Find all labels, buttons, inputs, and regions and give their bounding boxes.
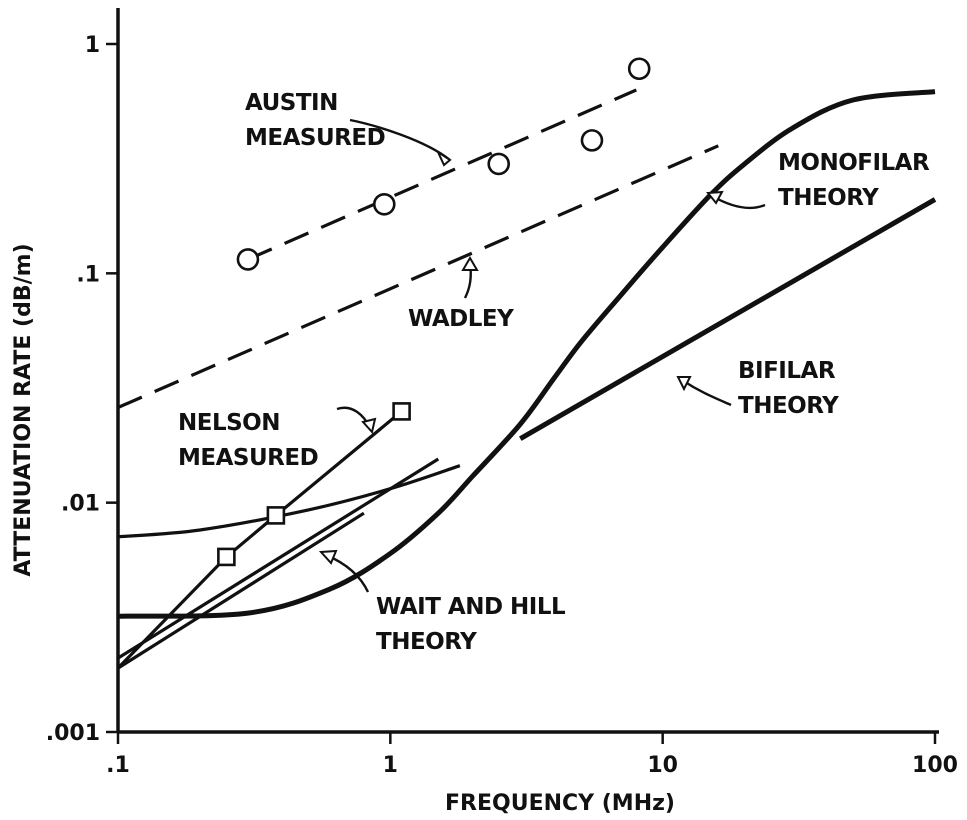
- nelson-measured-line: [116, 410, 403, 670]
- wait-and-hill-theory-arrowhead: [318, 549, 338, 565]
- austin-measured-annotation: AUSTIN: [245, 90, 338, 116]
- wadley-annotation: WADLEY: [408, 306, 514, 332]
- bifilar-theory-annotation: BIFILAR: [738, 358, 836, 384]
- austin-measured-arrowhead: [435, 149, 452, 167]
- y-tick-label: 1: [85, 33, 100, 58]
- wait-and-hill-theory-line: [117, 457, 440, 660]
- y-tick-label: .01: [61, 492, 100, 517]
- monofilar-theory-annotation: THEORY: [778, 185, 879, 211]
- austin-measured-point: [627, 57, 651, 81]
- monofilar-theory-line: [117, 89, 936, 619]
- wadley-arrowhead: [461, 256, 479, 271]
- x-tick-label: 100: [912, 753, 958, 778]
- nelson-measured-arrowhead: [361, 417, 377, 435]
- austin-measured-point: [487, 152, 511, 176]
- austin-measured-point: [580, 129, 604, 152]
- x-tick-label: 10: [647, 753, 678, 778]
- x-axis-label: FREQUENCY (MHz): [445, 791, 675, 816]
- austin-measured-point: [372, 192, 396, 216]
- wait-and-hill-theory-annotation: THEORY: [376, 629, 477, 655]
- y-axis-label: ATTENUATION RATE (dB/m): [11, 243, 36, 576]
- nelson-measured-point: [392, 402, 411, 421]
- wait-and-hill-theory-line: [117, 511, 365, 670]
- austin-measured-point: [236, 248, 260, 271]
- marker-layer: [217, 57, 651, 567]
- bifilar-theory-line: [519, 197, 937, 441]
- wait-and-hill-theory-annotation: WAIT AND HILL: [376, 594, 566, 620]
- nelson-measured-annotation: MEASURED: [178, 445, 318, 471]
- x-tick-label: .1: [106, 753, 130, 778]
- series-layer: [116, 88, 937, 670]
- x-tick-label: 1: [383, 753, 398, 778]
- austin-measured-annotation: MEASURED: [245, 125, 385, 151]
- annotation-layer: AUSTIN MEASURED MONOFILAR THEORY WADLEY BIFIL…: [178, 90, 930, 655]
- y-tick-label: .1: [76, 262, 100, 287]
- monofilar-theory-arrowhead: [706, 190, 724, 205]
- wait-and-hill-theory-line: [117, 464, 461, 539]
- y-tick-label: .001: [46, 721, 100, 746]
- bifilar-theory-leader-arrow: [681, 379, 732, 407]
- wadley-line: [117, 144, 719, 409]
- austin-measured-line: [247, 88, 637, 261]
- nelson-measured-point: [217, 547, 236, 567]
- nelson-measured-point: [266, 506, 286, 525]
- bifilar-theory-annotation: THEORY: [738, 393, 839, 419]
- monofilar-theory-annotation: MONOFILAR: [778, 150, 930, 176]
- bifilar-theory-arrowhead: [676, 376, 692, 392]
- axes: .1 1 10 100 .001 .01 .1 1: [46, 8, 958, 778]
- nelson-measured-annotation: NELSON: [178, 410, 280, 436]
